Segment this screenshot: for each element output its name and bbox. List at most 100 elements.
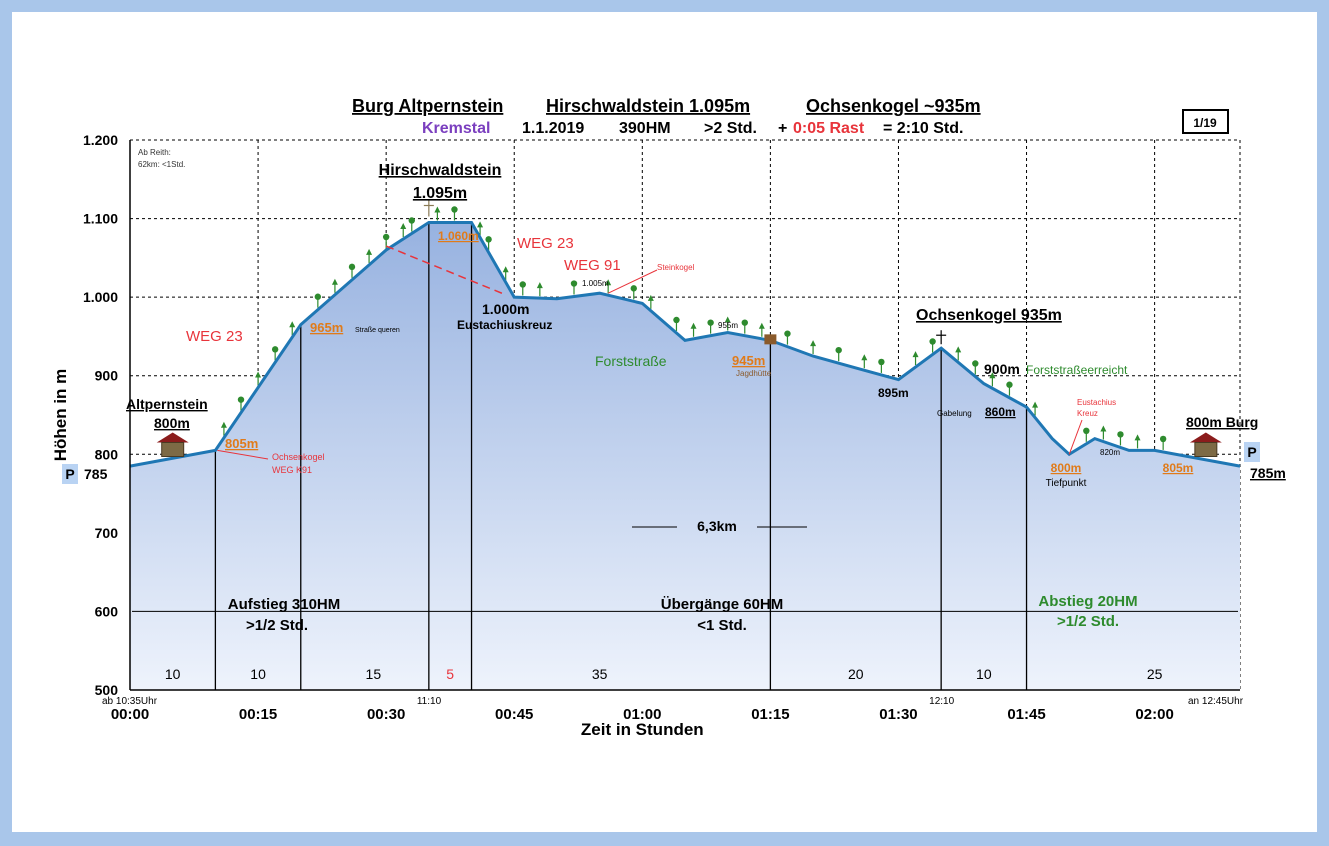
- place-label: Forststraßeerreicht: [1026, 363, 1128, 377]
- y-tick-label: 500: [95, 682, 119, 698]
- subtitle-rest: 0:05 Rast: [793, 120, 865, 137]
- pointer-line: [217, 449, 269, 460]
- tree-icon: [400, 223, 407, 229]
- tree-icon: [630, 285, 637, 292]
- segment-minutes: 5: [446, 666, 454, 682]
- clock-label: an 12:45Uhr: [1188, 696, 1244, 707]
- start-elev: 800m: [154, 415, 190, 431]
- elev-label: 820m: [1100, 448, 1120, 457]
- tree-icon: [220, 421, 227, 428]
- x-tick-label: 00:00: [111, 706, 149, 723]
- route-label: WEG 23: [517, 235, 574, 252]
- peak-elev: 1.095m: [413, 185, 467, 202]
- tree-icon: [314, 293, 322, 300]
- subtitle-plus: +: [778, 120, 787, 137]
- elev-label: 860m: [985, 405, 1016, 419]
- distance-label: 6,3km: [697, 518, 737, 534]
- tree-icon: [1134, 434, 1141, 441]
- segment-minutes: 10: [165, 666, 181, 682]
- segment-minutes: 35: [592, 666, 608, 682]
- parking-badge: [62, 464, 78, 484]
- tree-icon: [477, 221, 484, 228]
- note-label: WEG K91: [272, 465, 312, 475]
- clock-label: ab 10:35Uhr: [102, 696, 158, 707]
- x-tick-label: 00:30: [367, 706, 405, 723]
- elev-label: 805m: [1163, 461, 1194, 475]
- y-tick-label: 700: [95, 525, 119, 541]
- tree-icon: [955, 346, 962, 353]
- x-tick-label: 00:45: [495, 706, 533, 723]
- tree-icon: [451, 206, 458, 213]
- tree-icon: [1083, 427, 1090, 435]
- phase-time: >1/2 Std.: [1057, 613, 1119, 630]
- x-tick-label: 00:15: [239, 706, 277, 723]
- tree-icon: [255, 371, 262, 378]
- note-label: Kreuz: [1077, 409, 1098, 418]
- tree-icon: [690, 322, 697, 329]
- tree-icon: [237, 396, 245, 403]
- tree-icon: [929, 338, 936, 345]
- tree-icon: [673, 316, 680, 324]
- route-label: WEG 91: [564, 257, 621, 274]
- subtitle-eq: = 2:10 Std.: [883, 120, 963, 137]
- elev-label: 1.060m: [438, 229, 479, 243]
- segment-minutes: 15: [366, 666, 382, 682]
- tree-icon: [1117, 431, 1124, 438]
- x-tick-label: 01:00: [623, 706, 661, 723]
- elev-label: 900m: [984, 361, 1020, 377]
- clock-label: 11:10: [417, 696, 442, 707]
- tree-icon: [1159, 435, 1167, 443]
- page-badge: [1182, 109, 1229, 134]
- axes: 500 600 700 800 900 1.000 1.100 1.200 00:00 00:15…: [83, 132, 1240, 723]
- parking-elev: 785: [84, 466, 108, 482]
- note-label: Steinkogel: [657, 263, 695, 272]
- elev-label: 1.000m: [482, 301, 529, 317]
- tree-icon: [1100, 425, 1107, 432]
- route-label: WEG 23: [186, 328, 243, 345]
- peak-name: Hirschwaldstein: [379, 162, 502, 179]
- phase-label: Aufstieg 310HM: [228, 596, 341, 613]
- tree-icon: [878, 358, 885, 366]
- clock-label: 12:10: [929, 696, 954, 707]
- x-axis-title: Zeit in Stunden: [581, 720, 704, 739]
- tree-icon: [519, 281, 526, 288]
- phase-time: >1/2 Std.: [246, 617, 308, 634]
- place-label: Eustachiuskreuz: [457, 318, 552, 332]
- y-tick-label: 1.200: [83, 132, 118, 148]
- chart-title: Burg Altpernstein: [352, 96, 503, 116]
- segment-minutes: 25: [1147, 666, 1163, 682]
- tree-icon: [331, 278, 338, 285]
- phase-time: <1 Std.: [697, 617, 747, 634]
- y-tick-label: 1.100: [83, 211, 118, 227]
- elev-label: 955m: [718, 321, 738, 330]
- elev-label: 965m: [310, 320, 343, 335]
- castle-hut-icon: [156, 432, 189, 443]
- x-tick-label: 01:45: [1007, 706, 1045, 723]
- y-tick-label: 800: [95, 446, 119, 462]
- chart-title: Hirschwaldstein 1.095m: [546, 96, 750, 116]
- place-label: Forststraße: [595, 353, 667, 369]
- subtitle-region: Kremstal: [422, 120, 490, 137]
- tree-icon: [989, 372, 996, 379]
- note-label: Ochsenkogel: [272, 452, 325, 462]
- x-tick-label: 02:00: [1135, 706, 1173, 723]
- x-tick-label: 01:30: [879, 706, 917, 723]
- tree-icon: [912, 351, 919, 358]
- start-name: Altpernstein: [126, 396, 208, 412]
- shortcut-line: [385, 245, 506, 296]
- elev-label: 800m: [1051, 461, 1082, 475]
- chart-title: Ochsenkogel ~935m: [806, 96, 981, 116]
- note-label: Jagdhütte: [736, 369, 772, 378]
- tree-icon: [434, 206, 441, 213]
- vertical-markers: [132, 222, 1238, 690]
- tree-icon: [1032, 401, 1039, 408]
- elevation-area: [130, 222, 1240, 690]
- parking-badge: [1244, 442, 1260, 462]
- parking-elev: 785m: [1250, 465, 1286, 481]
- tree-icon: [810, 340, 817, 347]
- note-label: Gabelung: [937, 409, 972, 418]
- tree-icon: [570, 280, 578, 287]
- elev-label: 1.005m: [582, 279, 609, 288]
- parking-label: P: [1247, 444, 1256, 460]
- tree-icon: [605, 279, 612, 286]
